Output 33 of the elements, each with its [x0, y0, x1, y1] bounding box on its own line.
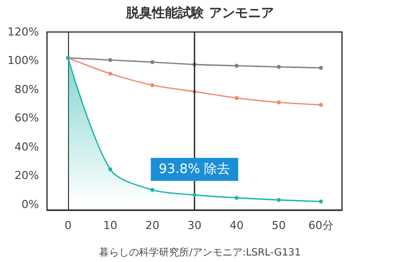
point	[150, 83, 154, 88]
x-tick-label: 30	[188, 219, 202, 232]
point	[276, 100, 281, 104]
point	[276, 198, 281, 202]
text: 暮らしの科学研究所/アンモニア:LSRL-G131	[99, 246, 301, 258]
point	[150, 188, 154, 192]
point	[318, 66, 323, 70]
x-tick-label: 20	[145, 219, 160, 232]
point	[234, 64, 239, 68]
x-tick-label: 10	[103, 219, 118, 232]
point	[318, 200, 323, 204]
point	[234, 196, 239, 200]
point	[150, 60, 154, 64]
point	[234, 96, 239, 100]
point	[108, 72, 112, 76]
y-tick-label: 100%	[8, 54, 39, 68]
y-tick-label: 80%	[14, 82, 39, 96]
y-tick-label: 20%	[14, 169, 39, 182]
y-tick-label: 120%	[8, 26, 39, 38]
point	[192, 192, 196, 197]
point	[108, 167, 112, 172]
chart-title: 脱臭性能試験 アンモニア	[125, 5, 274, 21]
point	[318, 102, 323, 107]
y-tick-label: 60%	[14, 112, 39, 125]
x-tick-label: 60分	[308, 219, 334, 232]
x-tick-label: 0	[64, 219, 72, 232]
x-tick-label: 50	[272, 219, 286, 232]
point	[276, 64, 281, 69]
y-tick-label: 40%	[14, 140, 39, 154]
annotation: 93.8% 除去	[158, 162, 230, 177]
point	[108, 58, 112, 62]
y-tick-label: 0%	[22, 198, 39, 211]
x-tick-label: 40	[230, 219, 244, 232]
